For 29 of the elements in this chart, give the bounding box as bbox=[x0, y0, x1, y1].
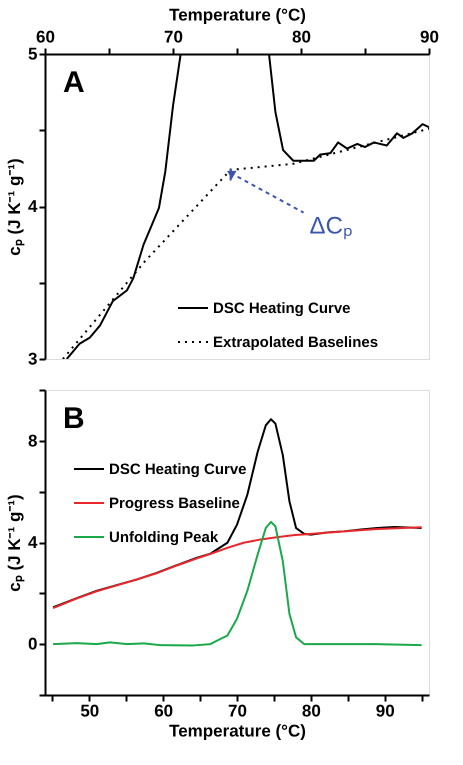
line-series bbox=[52, 526, 423, 610]
x-tick-label: 70 bbox=[228, 702, 247, 720]
x-axis-title: Temperature (°C) bbox=[169, 6, 306, 24]
y-tick-label: 5 bbox=[28, 44, 38, 64]
x-tick-label: 60 bbox=[36, 28, 55, 46]
y-tick-label: 8 bbox=[28, 431, 38, 450]
y-tick-label: 4 bbox=[28, 197, 38, 216]
annotation: ΔCₚ bbox=[310, 212, 353, 240]
y-tick-label: 0 bbox=[28, 634, 38, 654]
x-tick-label: 50 bbox=[80, 702, 100, 720]
x-axis-title: Temperature (°C) bbox=[169, 722, 306, 740]
legend-label: Progress Baseline bbox=[109, 495, 240, 512]
x-tick-label: 90 bbox=[376, 702, 395, 720]
y-axis-title: cₚ (J K⁻¹ g⁻¹) bbox=[5, 494, 26, 592]
legend-label: Extrapolated Baselines bbox=[213, 334, 378, 351]
y-tick-label: 3 bbox=[28, 350, 38, 368]
legend-label: Unfolding Peak bbox=[109, 529, 219, 546]
x-tick-label: 80 bbox=[292, 28, 311, 46]
chart-title: B bbox=[63, 402, 85, 435]
y-axis-title: cₚ (J K⁻¹ g⁻¹) bbox=[5, 158, 26, 256]
line-series bbox=[52, 520, 423, 646]
x-tick-label: 90 bbox=[420, 28, 439, 46]
x-tick-label: 80 bbox=[302, 702, 321, 720]
x-tick-label: 70 bbox=[164, 28, 183, 46]
y-tick-label: 4 bbox=[28, 533, 38, 552]
legend-label: DSC Heating Curve bbox=[109, 461, 247, 478]
chart-title: A bbox=[63, 66, 85, 99]
legend-label: DSC Heating Curve bbox=[213, 300, 351, 317]
x-tick-label: 60 bbox=[154, 702, 174, 720]
